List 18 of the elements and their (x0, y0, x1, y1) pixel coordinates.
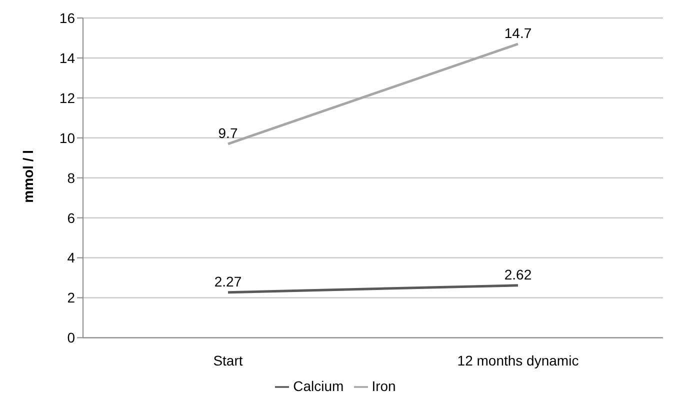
y-tick-label: 8 (67, 170, 76, 186)
y-tick-label: 0 (67, 330, 76, 346)
y-tick-label: 10 (59, 130, 76, 146)
y-tick-label: 2 (67, 290, 76, 306)
data-label: 2.62 (504, 266, 532, 282)
y-tick-label: 6 (67, 210, 76, 226)
y-tick-label: 14 (59, 50, 76, 66)
x-tick-label: Start (213, 352, 243, 369)
data-label: 14.7 (504, 24, 532, 41)
data-label: 2.27 (214, 273, 242, 290)
y-tick-label: 16 (59, 10, 76, 26)
y-tick-label: 4 (67, 250, 76, 266)
data-label: 9.7 (218, 124, 238, 141)
x-tick-label: 12 months dynamic (457, 352, 579, 369)
y-axis-title: mmol / l (20, 150, 36, 203)
legend-label: Iron (372, 378, 396, 394)
y-tick-label: 12 (59, 90, 76, 106)
legend-label: Calcium (293, 378, 344, 394)
